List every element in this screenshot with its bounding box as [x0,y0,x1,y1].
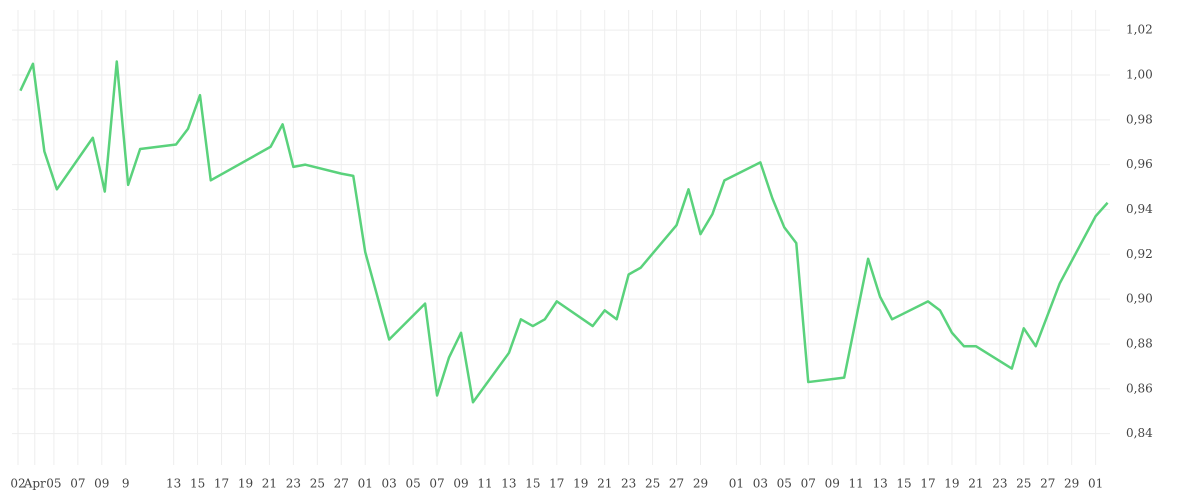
x-tick-label: 01 [1088,477,1103,491]
x-tick-label: 25 [310,477,325,491]
x-tick-label: 05 [46,477,61,491]
x-tick-label: 29 [693,477,708,491]
x-tick-label: 01 [729,477,744,491]
x-tick-label: 13 [501,477,516,491]
x-tick-label: 17 [920,477,935,491]
x-tick-label: 15 [190,477,205,491]
x-tick-label: 27 [1040,477,1055,491]
x-tick-label: 15 [525,477,540,491]
y-tick-label: 0,88 [1126,336,1153,350]
x-tick-label: 27 [334,477,349,491]
y-tick-label: 0,94 [1126,202,1153,216]
x-tick-label: 07 [70,477,85,491]
x-tick-label: 21 [597,477,612,491]
x-tick-label: 05 [405,477,420,491]
x-tick-label: 29 [1064,477,1079,491]
x-tick-label: 09 [825,477,840,491]
x-tick-label: 19 [573,477,588,491]
y-tick-label: 0,86 [1126,381,1153,395]
x-tick-label: 23 [992,477,1007,491]
x-tick-label: 13 [872,477,887,491]
x-tick-label: 27 [669,477,684,491]
x-tick-label: 19 [238,477,253,491]
x-tick-label: 03 [753,477,768,491]
x-tick-label: 9 [122,477,130,491]
x-tick-label: 21 [262,477,277,491]
y-tick-label: 1,00 [1126,68,1153,82]
y-tick-label: 0,84 [1126,426,1153,440]
x-tick-label: 23 [621,477,636,491]
x-tick-label: 19 [944,477,959,491]
x-tick-label: 11 [477,477,492,491]
x-tick-label: 11 [849,477,864,491]
x-tick-label: 07 [801,477,816,491]
line [19,60,1109,404]
x-tick-label: 23 [286,477,301,491]
x-tick-label: 21 [968,477,983,491]
y-tick-label: 0,98 [1126,112,1153,126]
x-tick-label: 09 [453,477,468,491]
x-tick-label: 07 [429,477,444,491]
y-tick-label: 0,90 [1126,292,1153,306]
y-tick-label: 0,96 [1126,157,1153,171]
x-tick-label: Apr [23,477,46,491]
x-tick-label: 25 [1016,477,1031,491]
x-tick-label: 03 [382,477,397,491]
x-tick-label: 15 [896,477,911,491]
x-tick-label: 17 [214,477,229,491]
x-tick-label: 13 [166,477,181,491]
y-tick-label: 0,92 [1126,247,1153,261]
x-tick-label: 17 [549,477,564,491]
x-tick-label: 25 [645,477,660,491]
x-tick-label: 05 [777,477,792,491]
x-tick-label: 02 [10,477,25,491]
x-tick-label: 09 [94,477,109,491]
y-tick-label: 1,02 [1126,23,1153,37]
x-tick-label: 01 [358,477,373,491]
